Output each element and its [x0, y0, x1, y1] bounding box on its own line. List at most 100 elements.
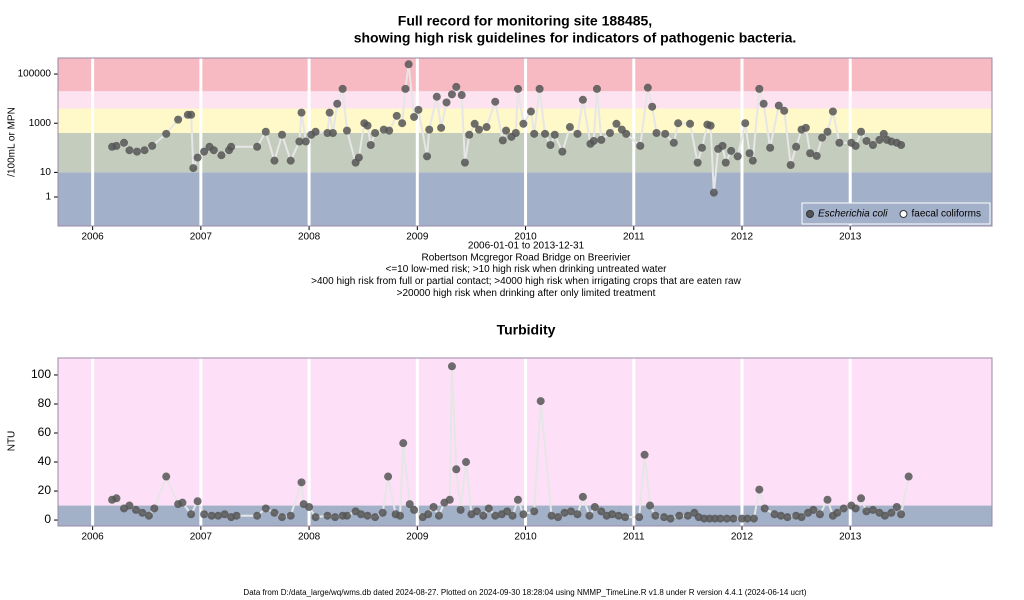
data-point	[398, 119, 407, 128]
note: <=10 low-med risk; >10 high risk when dr…	[386, 264, 668, 275]
y-tick-label: 10	[40, 167, 52, 178]
data-point	[470, 119, 479, 128]
data-point	[193, 153, 202, 162]
y-tick-label: 20	[38, 483, 52, 497]
data-point	[851, 141, 860, 150]
data-point	[460, 158, 469, 167]
data-point	[643, 83, 652, 92]
data-point	[366, 141, 375, 150]
data-point	[766, 143, 775, 152]
data-point	[718, 141, 727, 150]
legend-label: Escherichia coli	[818, 209, 888, 220]
plot-frame	[57, 357, 993, 527]
y-tick-label: 40	[38, 454, 52, 468]
data-point	[220, 510, 229, 519]
data-point	[621, 513, 630, 522]
data-point	[189, 164, 198, 173]
data-point	[721, 158, 730, 167]
data-point	[590, 502, 599, 511]
data-point	[503, 507, 512, 516]
data-point	[270, 508, 279, 517]
data-point	[311, 513, 320, 522]
data-point	[342, 126, 351, 135]
data-point	[401, 84, 410, 93]
data-point	[338, 84, 347, 93]
data-point	[530, 129, 539, 138]
data-point	[759, 99, 768, 108]
data-point	[131, 505, 140, 514]
data-point	[640, 450, 649, 459]
data-point	[325, 108, 334, 117]
x-tick-label: 2008	[298, 532, 321, 543]
data-point	[755, 485, 764, 494]
data-point	[414, 105, 423, 114]
data-point	[585, 511, 594, 520]
data-point	[666, 514, 675, 523]
data-point	[479, 511, 488, 520]
data-point	[342, 511, 351, 520]
data-point	[363, 121, 372, 130]
data-point	[541, 129, 550, 138]
data-point	[404, 60, 413, 69]
data-point	[498, 136, 507, 145]
data-point	[286, 511, 295, 520]
data-point	[150, 504, 159, 513]
data-point	[395, 511, 404, 520]
data-point	[706, 121, 715, 130]
data-point	[797, 513, 806, 522]
data-point	[429, 502, 438, 511]
data-point	[565, 123, 574, 132]
data-point	[646, 501, 655, 510]
data-point	[227, 142, 236, 151]
data-point	[133, 147, 142, 156]
data-point	[452, 82, 461, 91]
data-point	[200, 510, 209, 519]
data-point	[783, 513, 792, 522]
data-point	[597, 507, 606, 516]
y-tick-label: 60	[38, 425, 52, 439]
data-point	[868, 505, 877, 514]
data-point	[305, 502, 314, 511]
data-point	[120, 138, 129, 147]
data-point	[385, 126, 394, 135]
data-point	[578, 492, 587, 501]
data-point	[502, 126, 511, 135]
footer: Data from D:/data_large/wq/wms.db dated …	[243, 588, 806, 597]
data-point	[331, 513, 340, 522]
data-point	[857, 494, 866, 503]
data-point	[432, 92, 441, 101]
data-point	[378, 508, 387, 517]
data-point	[297, 108, 306, 117]
data-point	[875, 135, 884, 144]
data-point	[608, 510, 617, 519]
note: 2006-01-01 to 2013-12-31	[468, 241, 585, 252]
x-tick-label: 2012	[731, 532, 754, 543]
data-point	[897, 510, 906, 519]
data-point	[745, 149, 754, 158]
data-point	[363, 511, 372, 520]
note: >400 high risk from full or partial cont…	[311, 276, 741, 287]
note: >20000 high risk when drinking after onl…	[397, 288, 656, 299]
data-point	[214, 511, 223, 520]
data-point	[530, 507, 539, 516]
data-point	[295, 137, 304, 146]
data-point	[839, 504, 848, 513]
data-point	[112, 141, 121, 150]
data-point	[835, 138, 844, 147]
data-point	[462, 458, 471, 467]
legend-box	[801, 202, 991, 225]
data-point	[457, 91, 466, 100]
data-point	[437, 123, 446, 132]
data-point	[484, 504, 493, 513]
data-point	[207, 511, 216, 520]
data-point	[144, 511, 153, 520]
data-point	[868, 141, 877, 150]
data-point	[519, 510, 528, 519]
data-point	[892, 502, 901, 511]
data-point	[651, 511, 660, 520]
data-point	[174, 115, 183, 124]
data-point	[554, 513, 563, 522]
data-point	[566, 507, 575, 516]
data-point	[286, 156, 295, 165]
x-tick-label: 2007	[190, 532, 213, 543]
